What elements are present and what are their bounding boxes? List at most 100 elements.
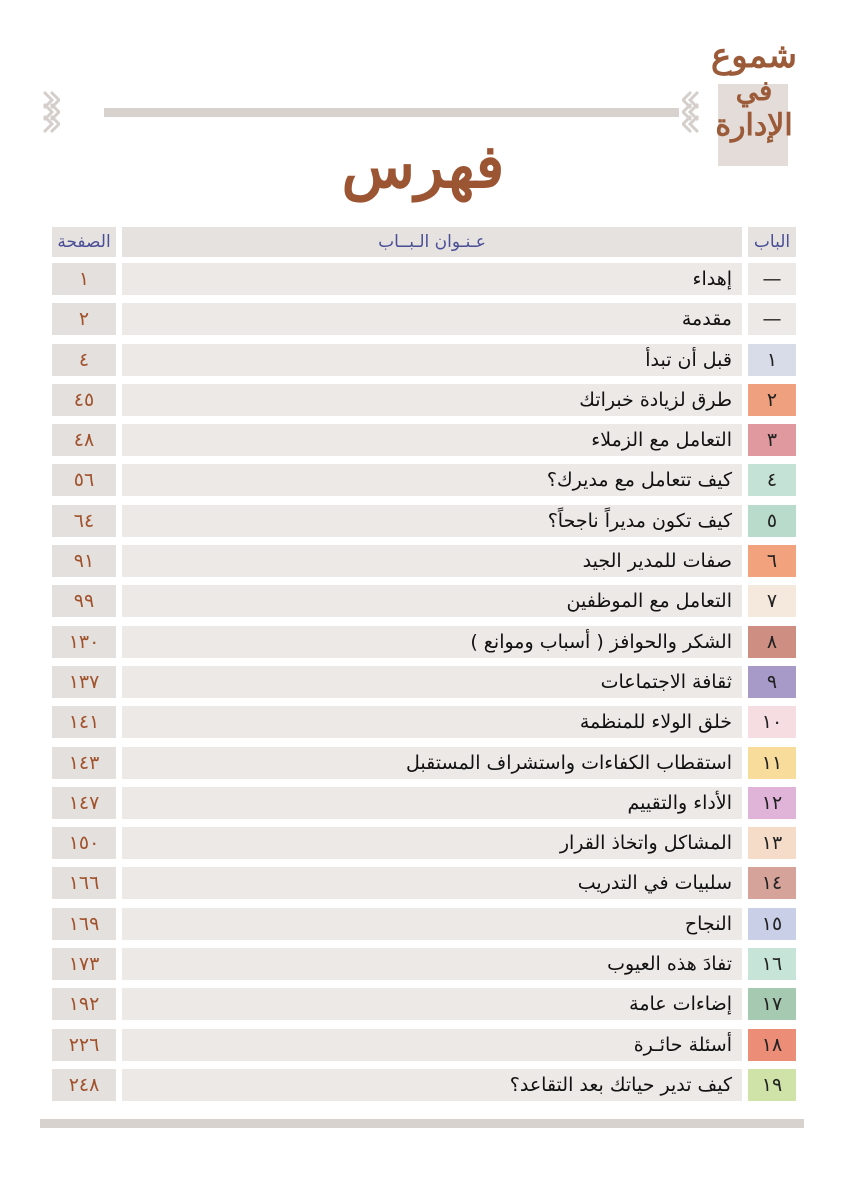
chapter-number: ١٦: [748, 948, 796, 981]
chapter-title: سلبيات في التدريب: [122, 867, 742, 900]
table-row[interactable]: ٩١ صفات للمدير الجيد ٦: [52, 545, 796, 578]
chapter-number: ١٥: [748, 907, 796, 940]
table-row[interactable]: ١٩٢ إضاءات عامة ١٧: [52, 988, 796, 1021]
page-number: ٢٢٦: [52, 1028, 116, 1061]
chapter-title: تفادَ هذه العيوب: [122, 948, 742, 981]
chapter-title: ثقافة الاجتماعات: [122, 665, 742, 698]
page-number: ١٤٣: [52, 746, 116, 779]
chapter-title: النجاح: [122, 907, 742, 940]
table-row[interactable]: ١٦٩ النجاح ١٥: [52, 907, 796, 940]
bottom-rule: [40, 1119, 804, 1128]
chapter-number: ٢: [748, 383, 796, 416]
chapter-number: ١٩: [748, 1068, 796, 1101]
table-row[interactable]: ١ إهداء —: [52, 263, 796, 295]
page-number: ٩٩: [52, 585, 116, 618]
table-row[interactable]: ١٤٧ الأداء والتقييم ١٢: [52, 786, 796, 819]
chapter-title: مقدمة: [122, 303, 742, 336]
page-number: ١٣٧: [52, 665, 116, 698]
chevron-ornament-left-icon: [42, 90, 60, 134]
table-row[interactable]: ١٤١ خلق الولاء للمنظمة ١٠: [52, 706, 796, 739]
chapter-title: كيف تكون مديراً ناجحاً؟: [122, 504, 742, 537]
chapter-title: طرق لزيادة خبراتك: [122, 383, 742, 416]
chapter-number: ١: [748, 343, 796, 376]
logo-background: [718, 84, 788, 166]
chapter-number: ٩: [748, 665, 796, 698]
table-row[interactable]: ١٥٠ المشاكل واتخاذ القرار ١٣: [52, 827, 796, 860]
page-number: ١٦٦: [52, 867, 116, 900]
page-number: ١٧٣: [52, 948, 116, 981]
table-row[interactable]: ١٦٦ سلبيات في التدريب ١٤: [52, 867, 796, 900]
page-number: ١: [52, 263, 116, 295]
page-title: فهرس: [341, 132, 505, 202]
table-header: الصفحة عـنـوان الـبــاب الباب: [52, 227, 796, 257]
chapter-title: خلق الولاء للمنظمة: [122, 706, 742, 739]
table-row[interactable]: ٢ مقدمة —: [52, 303, 796, 336]
page-number: ١٦٩: [52, 907, 116, 940]
table-row[interactable]: ٢٢٦ أسئلة حائـرة ١٨: [52, 1028, 796, 1061]
page-number: ٤: [52, 343, 116, 376]
table-row[interactable]: ٤ قبل أن تبدأ ١: [52, 343, 796, 376]
chapter-number: ١٤: [748, 867, 796, 900]
page-number: ٩١: [52, 545, 116, 578]
page-number: ١٥٠: [52, 827, 116, 860]
logo-line-1: شموع: [711, 36, 797, 76]
page-number: ٤٨: [52, 424, 116, 457]
table-row[interactable]: ٩٩ التعامل مع الموظفين ٧: [52, 585, 796, 618]
chapter-number: ٦: [748, 545, 796, 578]
table-row[interactable]: ١٣٠ الشكر والحوافز ( أسباب وموانع ) ٨: [52, 625, 796, 658]
table-row[interactable]: ١٧٣ تفادَ هذه العيوب ١٦: [52, 948, 796, 981]
chapter-number: ١٢: [748, 786, 796, 819]
chapter-title: إضاءات عامة: [122, 988, 742, 1021]
chapter-title: صفات للمدير الجيد: [122, 545, 742, 578]
chapter-title: أسئلة حائـرة: [122, 1028, 742, 1061]
page-number: ١٤١: [52, 706, 116, 739]
chapter-title: كيف تتعامل مع مديرك؟: [122, 464, 742, 497]
chapter-number: ١٧: [748, 988, 796, 1021]
book-logo: شموع في الإدارة: [702, 36, 806, 168]
chapter-number: ٥: [748, 504, 796, 537]
chapter-number: ١٨: [748, 1028, 796, 1061]
page-number: ٢: [52, 303, 116, 336]
chapter-number: ٨: [748, 625, 796, 658]
page-number: ٦٤: [52, 504, 116, 537]
page-number: ١٩٢: [52, 988, 116, 1021]
table-row[interactable]: ١٤٣ استقطاب الكفاءات واستشراف المستقبل ١١: [52, 746, 796, 779]
page-number: ٤٥: [52, 383, 116, 416]
logo-lettering: شموع في الإدارة: [702, 36, 806, 146]
header-page: الصفحة: [52, 227, 116, 257]
table-row[interactable]: ٢٤٨ كيف تدير حياتك بعد التقاعد؟ ١٩: [52, 1068, 796, 1101]
chapter-title: المشاكل واتخاذ القرار: [122, 827, 742, 860]
chapter-title: التعامل مع الزملاء: [122, 424, 742, 457]
chapter-title: الأداء والتقييم: [122, 786, 742, 819]
top-decorative-band: [42, 88, 804, 136]
chapter-number: —: [748, 263, 796, 295]
chapter-title: إهداء: [122, 263, 742, 295]
page-number: ٢٤٨: [52, 1068, 116, 1101]
header-chapter: الباب: [748, 227, 796, 257]
chapter-number: ٤: [748, 464, 796, 497]
page-number: ١٣٠: [52, 625, 116, 658]
chapter-number: ١٣: [748, 827, 796, 860]
top-rule: [104, 108, 679, 117]
chapter-title: التعامل مع الموظفين: [122, 585, 742, 618]
chapter-number: ٧: [748, 585, 796, 618]
chapter-title: استقطاب الكفاءات واستشراف المستقبل: [122, 746, 742, 779]
logo-line-2: في: [735, 74, 773, 107]
chapter-number: ٣: [748, 424, 796, 457]
chapter-number: ١٠: [748, 706, 796, 739]
chapter-title: الشكر والحوافز ( أسباب وموانع ): [122, 625, 742, 658]
chapter-number: ١١: [748, 746, 796, 779]
chapter-title: كيف تدير حياتك بعد التقاعد؟: [122, 1068, 742, 1101]
chapter-title: قبل أن تبدأ: [122, 343, 742, 376]
logo-line-3: الإدارة: [715, 108, 793, 143]
table-row[interactable]: ١٣٧ ثقافة الاجتماعات ٩: [52, 665, 796, 698]
table-row[interactable]: ٤٨ التعامل مع الزملاء ٣: [52, 424, 796, 457]
table-row[interactable]: ٥٦ كيف تتعامل مع مديرك؟ ٤: [52, 464, 796, 497]
page-number: ٥٦: [52, 464, 116, 497]
table-row[interactable]: ٦٤ كيف تكون مديراً ناجحاً؟ ٥: [52, 504, 796, 537]
page-number: ١٤٧: [52, 786, 116, 819]
toc-table: ١ إهداء —٢ مقدمة —٤ قبل أن تبدأ ١ ٤٥ طرق لزيادة …: [52, 263, 796, 1109]
chevron-ornament-right-icon: [682, 90, 700, 134]
chapter-number: —: [748, 303, 796, 336]
table-row[interactable]: ٤٥ طرق لزيادة خبراتك ٢: [52, 383, 796, 416]
